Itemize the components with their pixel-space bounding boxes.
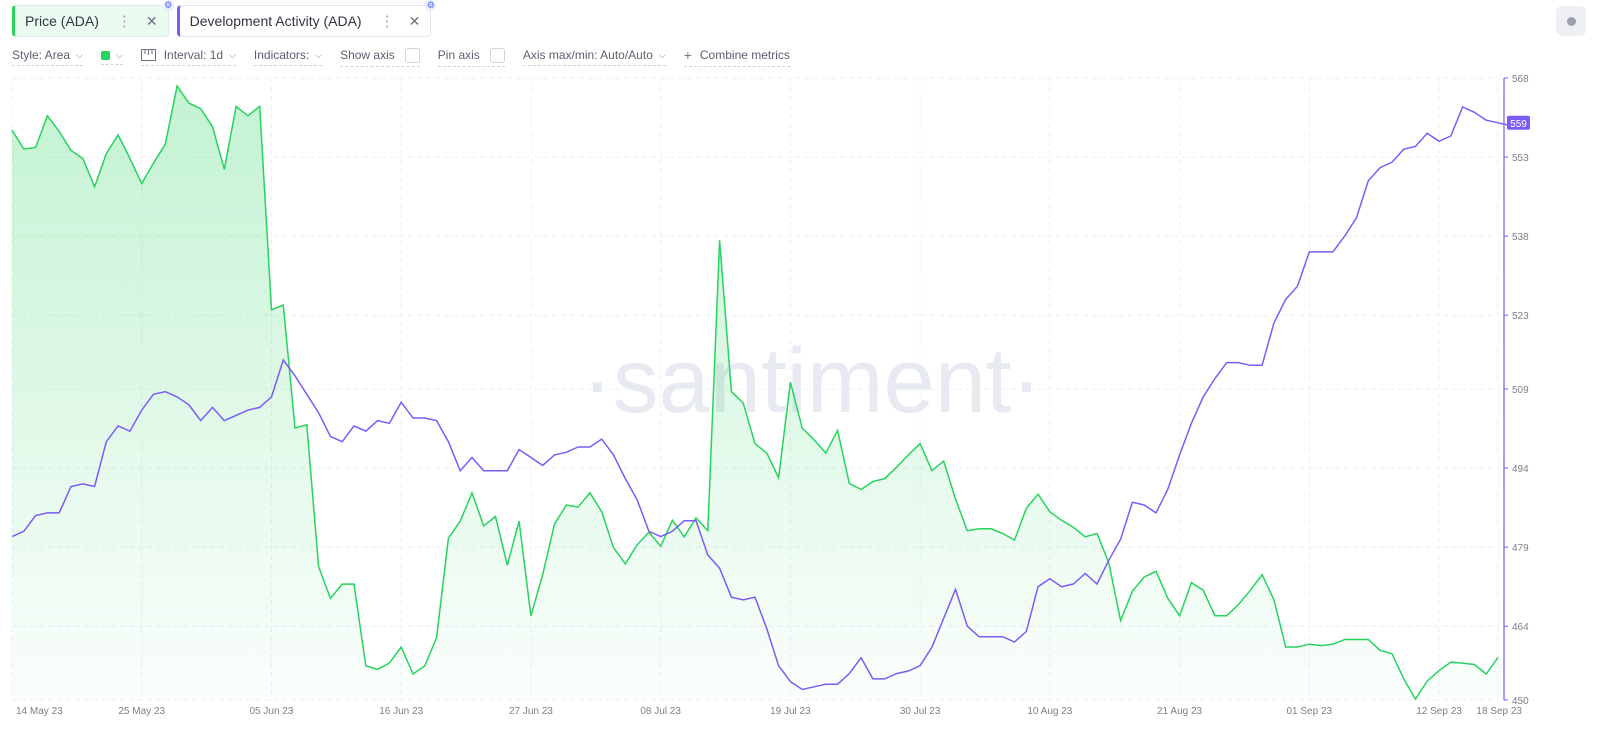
show-axis-checkbox[interactable] <box>404 47 420 63</box>
pin-axis-toggle[interactable]: Pin axis <box>437 47 505 67</box>
price-area-fill <box>12 86 1498 700</box>
x-tick-label: 01 Sep 23 <box>1286 706 1332 717</box>
x-tick-label: 27 Jun 23 <box>509 706 553 717</box>
chevron-down-icon: ⌵ <box>315 49 323 60</box>
price-line <box>11 84 1499 701</box>
current-value-label: 559 <box>1510 119 1527 130</box>
x-tick-label: 30 Jul 23 <box>900 706 941 717</box>
more-options-icon[interactable]: ⋮ <box>379 13 395 30</box>
more-options-icon[interactable]: ⋮ <box>116 13 132 30</box>
style-label: Style: Area <box>12 48 71 62</box>
y-tick-label: 523 <box>1512 311 1529 322</box>
x-tick-label: 21 Aug 23 <box>1157 706 1202 717</box>
axis-maxmin-dropdown[interactable]: Axis max/min: Auto/Auto ⌵ <box>522 48 666 66</box>
y-tick-label: 553 <box>1512 153 1529 164</box>
series-layer <box>11 84 1510 701</box>
right-y-axis: 450 464 479 494 509 523 538 553 568 559 <box>1503 74 1530 707</box>
combine-metrics-button[interactable]: + Combine metrics <box>683 47 790 67</box>
tab-label: Development Activity (ADA) <box>189 13 362 29</box>
settings-toggle-button[interactable] <box>1556 6 1586 36</box>
color-picker[interactable]: ⌵ <box>100 49 123 65</box>
x-tick-label: 19 Jul 23 <box>770 706 811 717</box>
settings-gear-icon[interactable]: ⚙ <box>425 0 437 11</box>
y-tick-label: 538 <box>1512 232 1529 243</box>
settings-gear-icon[interactable]: ⚙ <box>162 0 174 11</box>
tab-development-activity-ada[interactable]: Development Activity (ADA) ⋮ ✕ ⚙ <box>176 0 437 37</box>
tab-price-ada[interactable]: Price (ADA) ⋮ ✕ ⚙ <box>12 0 174 37</box>
ruler-icon <box>140 49 156 61</box>
pin-axis-checkbox[interactable] <box>489 47 505 63</box>
x-tick-label: 05 Jun 23 <box>249 706 293 717</box>
close-icon[interactable]: ✕ <box>145 12 158 29</box>
chevron-down-icon: ⌵ <box>115 49 123 60</box>
current-value-badge <box>1507 115 1530 130</box>
interval-label: Interval: 1d <box>163 48 224 62</box>
x-axis: 14 May 23 25 May 23 05 Jun 23 16 Jun 23 27 J… <box>16 706 1522 717</box>
combine-metrics-label: Combine metrics <box>699 48 790 62</box>
chevron-down-icon: ⌵ <box>229 49 236 60</box>
y-tick-label: 509 <box>1512 385 1529 396</box>
x-tick-label: 10 Aug 23 <box>1027 706 1072 717</box>
color-swatch <box>100 50 110 60</box>
chart-toolbar: Style: Area ⌵ ⌵ Interval: 1d ⌵ Indicator… <box>12 46 808 68</box>
y-tick-label: 464 <box>1512 622 1529 633</box>
chevron-down-icon: ⌵ <box>658 49 666 60</box>
santiment-watermark: ·santiment· <box>582 330 1042 432</box>
tab-label: Price (ADA) <box>25 13 99 29</box>
x-tick-label: 12 Sep 23 <box>1416 706 1462 717</box>
close-icon[interactable]: ✕ <box>408 12 421 29</box>
y-tick-label: 494 <box>1512 464 1529 475</box>
x-tick-label: 16 Jun 23 <box>379 706 423 717</box>
y-tick-label: 450 <box>1512 696 1529 707</box>
show-axis-label: Show axis <box>340 48 395 62</box>
metric-tabs: Price (ADA) ⋮ ✕ ⚙ Development Activity (… <box>12 0 437 37</box>
dev-activity-line <box>11 105 1510 691</box>
dot-icon <box>1566 16 1576 26</box>
x-tick-label: 14 May 23 <box>16 706 63 717</box>
x-tick-label: 08 Jul 23 <box>640 706 681 717</box>
show-axis-toggle[interactable]: Show axis <box>340 47 420 67</box>
y-tick-label: 568 <box>1512 74 1529 85</box>
x-tick-label: 25 May 23 <box>118 706 165 717</box>
indicators-dropdown[interactable]: Indicators: ⌵ <box>253 48 323 66</box>
interval-dropdown[interactable]: Interval: 1d ⌵ <box>140 48 236 66</box>
y-tick-label: 479 <box>1512 543 1529 554</box>
indicators-label: Indicators: <box>253 48 310 62</box>
x-tick-label: 18 Sep 23 <box>1476 706 1522 717</box>
axis-maxmin-label: Axis max/min: Auto/Auto <box>522 48 653 62</box>
style-dropdown[interactable]: Style: Area ⌵ <box>12 48 83 66</box>
plus-icon: + <box>683 47 692 63</box>
pin-axis-label: Pin axis <box>437 48 480 62</box>
chevron-down-icon: ⌵ <box>76 49 83 60</box>
